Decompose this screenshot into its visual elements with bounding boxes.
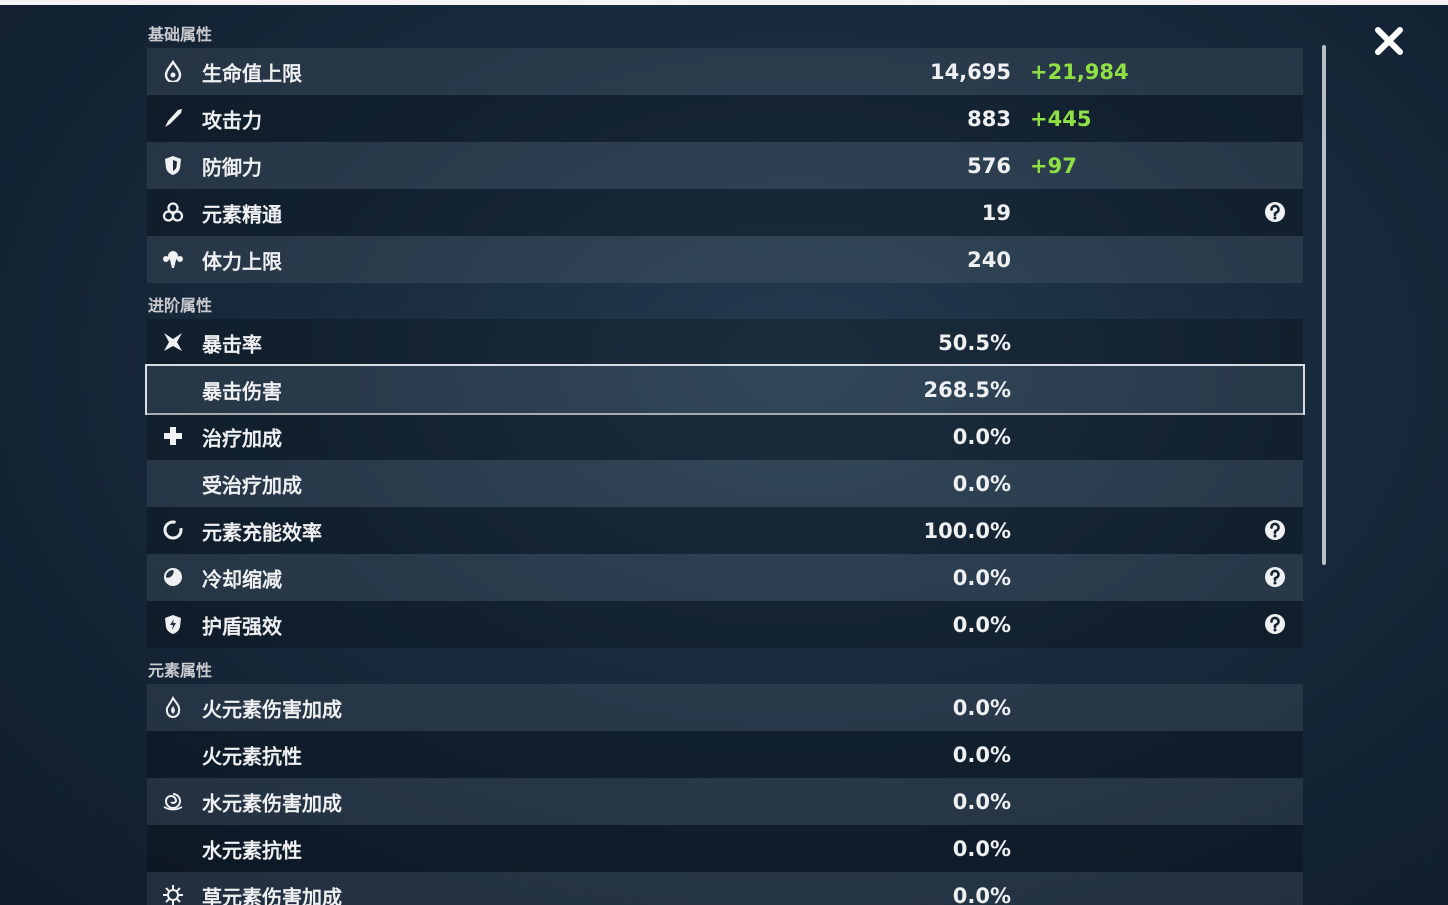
stat-label: 水元素抗性 <box>202 838 302 862</box>
stat-label: 防御力 <box>202 155 262 179</box>
close-button[interactable] <box>1372 24 1406 58</box>
stat-label: 元素精通 <box>202 202 282 226</box>
stat-value: 100.0% <box>923 518 1011 543</box>
stat-row: 治疗加成 0.0% <box>147 413 1303 460</box>
stat-label: 火元素抗性 <box>202 744 302 768</box>
stat-label: 生命值上限 <box>202 61 302 85</box>
stat-icon <box>164 568 182 586</box>
stat-row: 火元素抗性 0.0% <box>147 731 1303 778</box>
stat-bonus: +445 <box>1030 106 1092 131</box>
help-icon[interactable] <box>1264 566 1286 588</box>
stat-row: 冷却缩减 0.0% <box>147 554 1303 601</box>
stat-row: 草元素伤害加成 0.0% <box>147 872 1303 905</box>
stat-label: 攻击力 <box>202 108 262 132</box>
stat-row: 体力上限 240 <box>147 236 1303 283</box>
top-bar <box>0 0 1448 5</box>
stat-row: 攻击力 883 +445 <box>147 95 1303 142</box>
stat-value: 50.5% <box>938 330 1011 355</box>
stat-value: 0.0% <box>952 742 1011 767</box>
stat-icon <box>164 333 182 351</box>
stat-label: 暴击伤害 <box>202 379 282 403</box>
stat-label: 体力上限 <box>202 249 282 273</box>
stat-value: 0.0% <box>952 789 1011 814</box>
stat-icon <box>162 202 184 222</box>
section-title: 进阶属性 <box>148 296 213 315</box>
stat-value: 0.0% <box>952 565 1011 590</box>
stat-row[interactable]: 暴击伤害 268.5% <box>145 364 1305 415</box>
stat-row: 受治疗加成 0.0% <box>147 460 1303 507</box>
help-icon[interactable] <box>1264 613 1286 635</box>
stat-value: 0.0% <box>952 424 1011 449</box>
stat-row: 元素精通 19 <box>147 189 1303 236</box>
stat-value: 883 <box>967 106 1011 131</box>
stat-bonus: +21,984 <box>1030 59 1129 84</box>
stat-row: 水元素伤害加成 0.0% <box>147 778 1303 825</box>
stat-icon <box>163 885 183 905</box>
stat-label: 水元素伤害加成 <box>202 791 342 815</box>
stat-label: 草元素伤害加成 <box>202 885 342 905</box>
stat-icon <box>163 520 183 540</box>
stat-row: 暴击率 50.5% <box>147 319 1303 366</box>
stat-row: 元素充能效率 100.0% <box>147 507 1303 554</box>
stat-bonus: +97 <box>1030 153 1077 178</box>
stat-row: 水元素抗性 0.0% <box>147 825 1303 872</box>
stat-icon <box>164 60 182 82</box>
stat-icon <box>165 696 181 718</box>
stat-row: 火元素伤害加成 0.0% <box>147 684 1303 731</box>
stat-row: 护盾强效 0.0% <box>147 601 1303 648</box>
help-icon[interactable] <box>1264 201 1286 223</box>
stat-icon <box>165 615 181 634</box>
scrollbar[interactable] <box>1322 45 1326 565</box>
section-title: 元素属性 <box>148 661 213 680</box>
stat-label: 暴击率 <box>202 332 262 356</box>
stat-value: 240 <box>967 247 1011 272</box>
stat-label: 护盾强效 <box>202 614 282 638</box>
stat-value: 0.0% <box>952 612 1011 637</box>
stat-value: 576 <box>967 153 1011 178</box>
section-title: 基础属性 <box>148 25 213 44</box>
stat-label: 冷却缩减 <box>202 567 282 591</box>
stat-icon <box>165 156 181 175</box>
stat-value: 268.5% <box>923 377 1011 402</box>
stat-value: 0.0% <box>952 836 1011 861</box>
stat-value: 0.0% <box>952 695 1011 720</box>
stat-value: 19 <box>981 200 1011 225</box>
help-icon[interactable] <box>1264 519 1286 541</box>
stat-value: 0.0% <box>952 471 1011 496</box>
stat-label: 治疗加成 <box>202 426 282 450</box>
stat-value: 14,695 <box>929 59 1011 84</box>
stat-label: 受治疗加成 <box>202 473 302 497</box>
stat-icon <box>164 427 182 445</box>
stat-icon <box>163 793 183 811</box>
stat-icon <box>163 251 183 268</box>
stat-icon <box>165 109 182 127</box>
stat-row: 防御力 576 +97 <box>147 142 1303 189</box>
stat-value: 0.0% <box>952 883 1011 905</box>
stat-row: 生命值上限 14,695 +21,984 <box>147 48 1303 95</box>
stat-label: 元素充能效率 <box>202 520 322 544</box>
stat-label: 火元素伤害加成 <box>202 697 342 721</box>
